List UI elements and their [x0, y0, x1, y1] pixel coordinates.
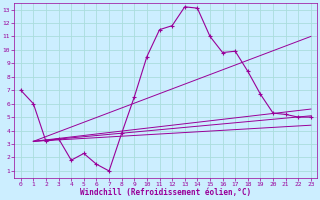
X-axis label: Windchill (Refroidissement éolien,°C): Windchill (Refroidissement éolien,°C) [80, 188, 252, 197]
